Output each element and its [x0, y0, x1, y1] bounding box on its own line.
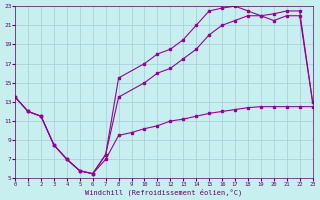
X-axis label: Windchill (Refroidissement éolien,°C): Windchill (Refroidissement éolien,°C) [85, 188, 243, 196]
